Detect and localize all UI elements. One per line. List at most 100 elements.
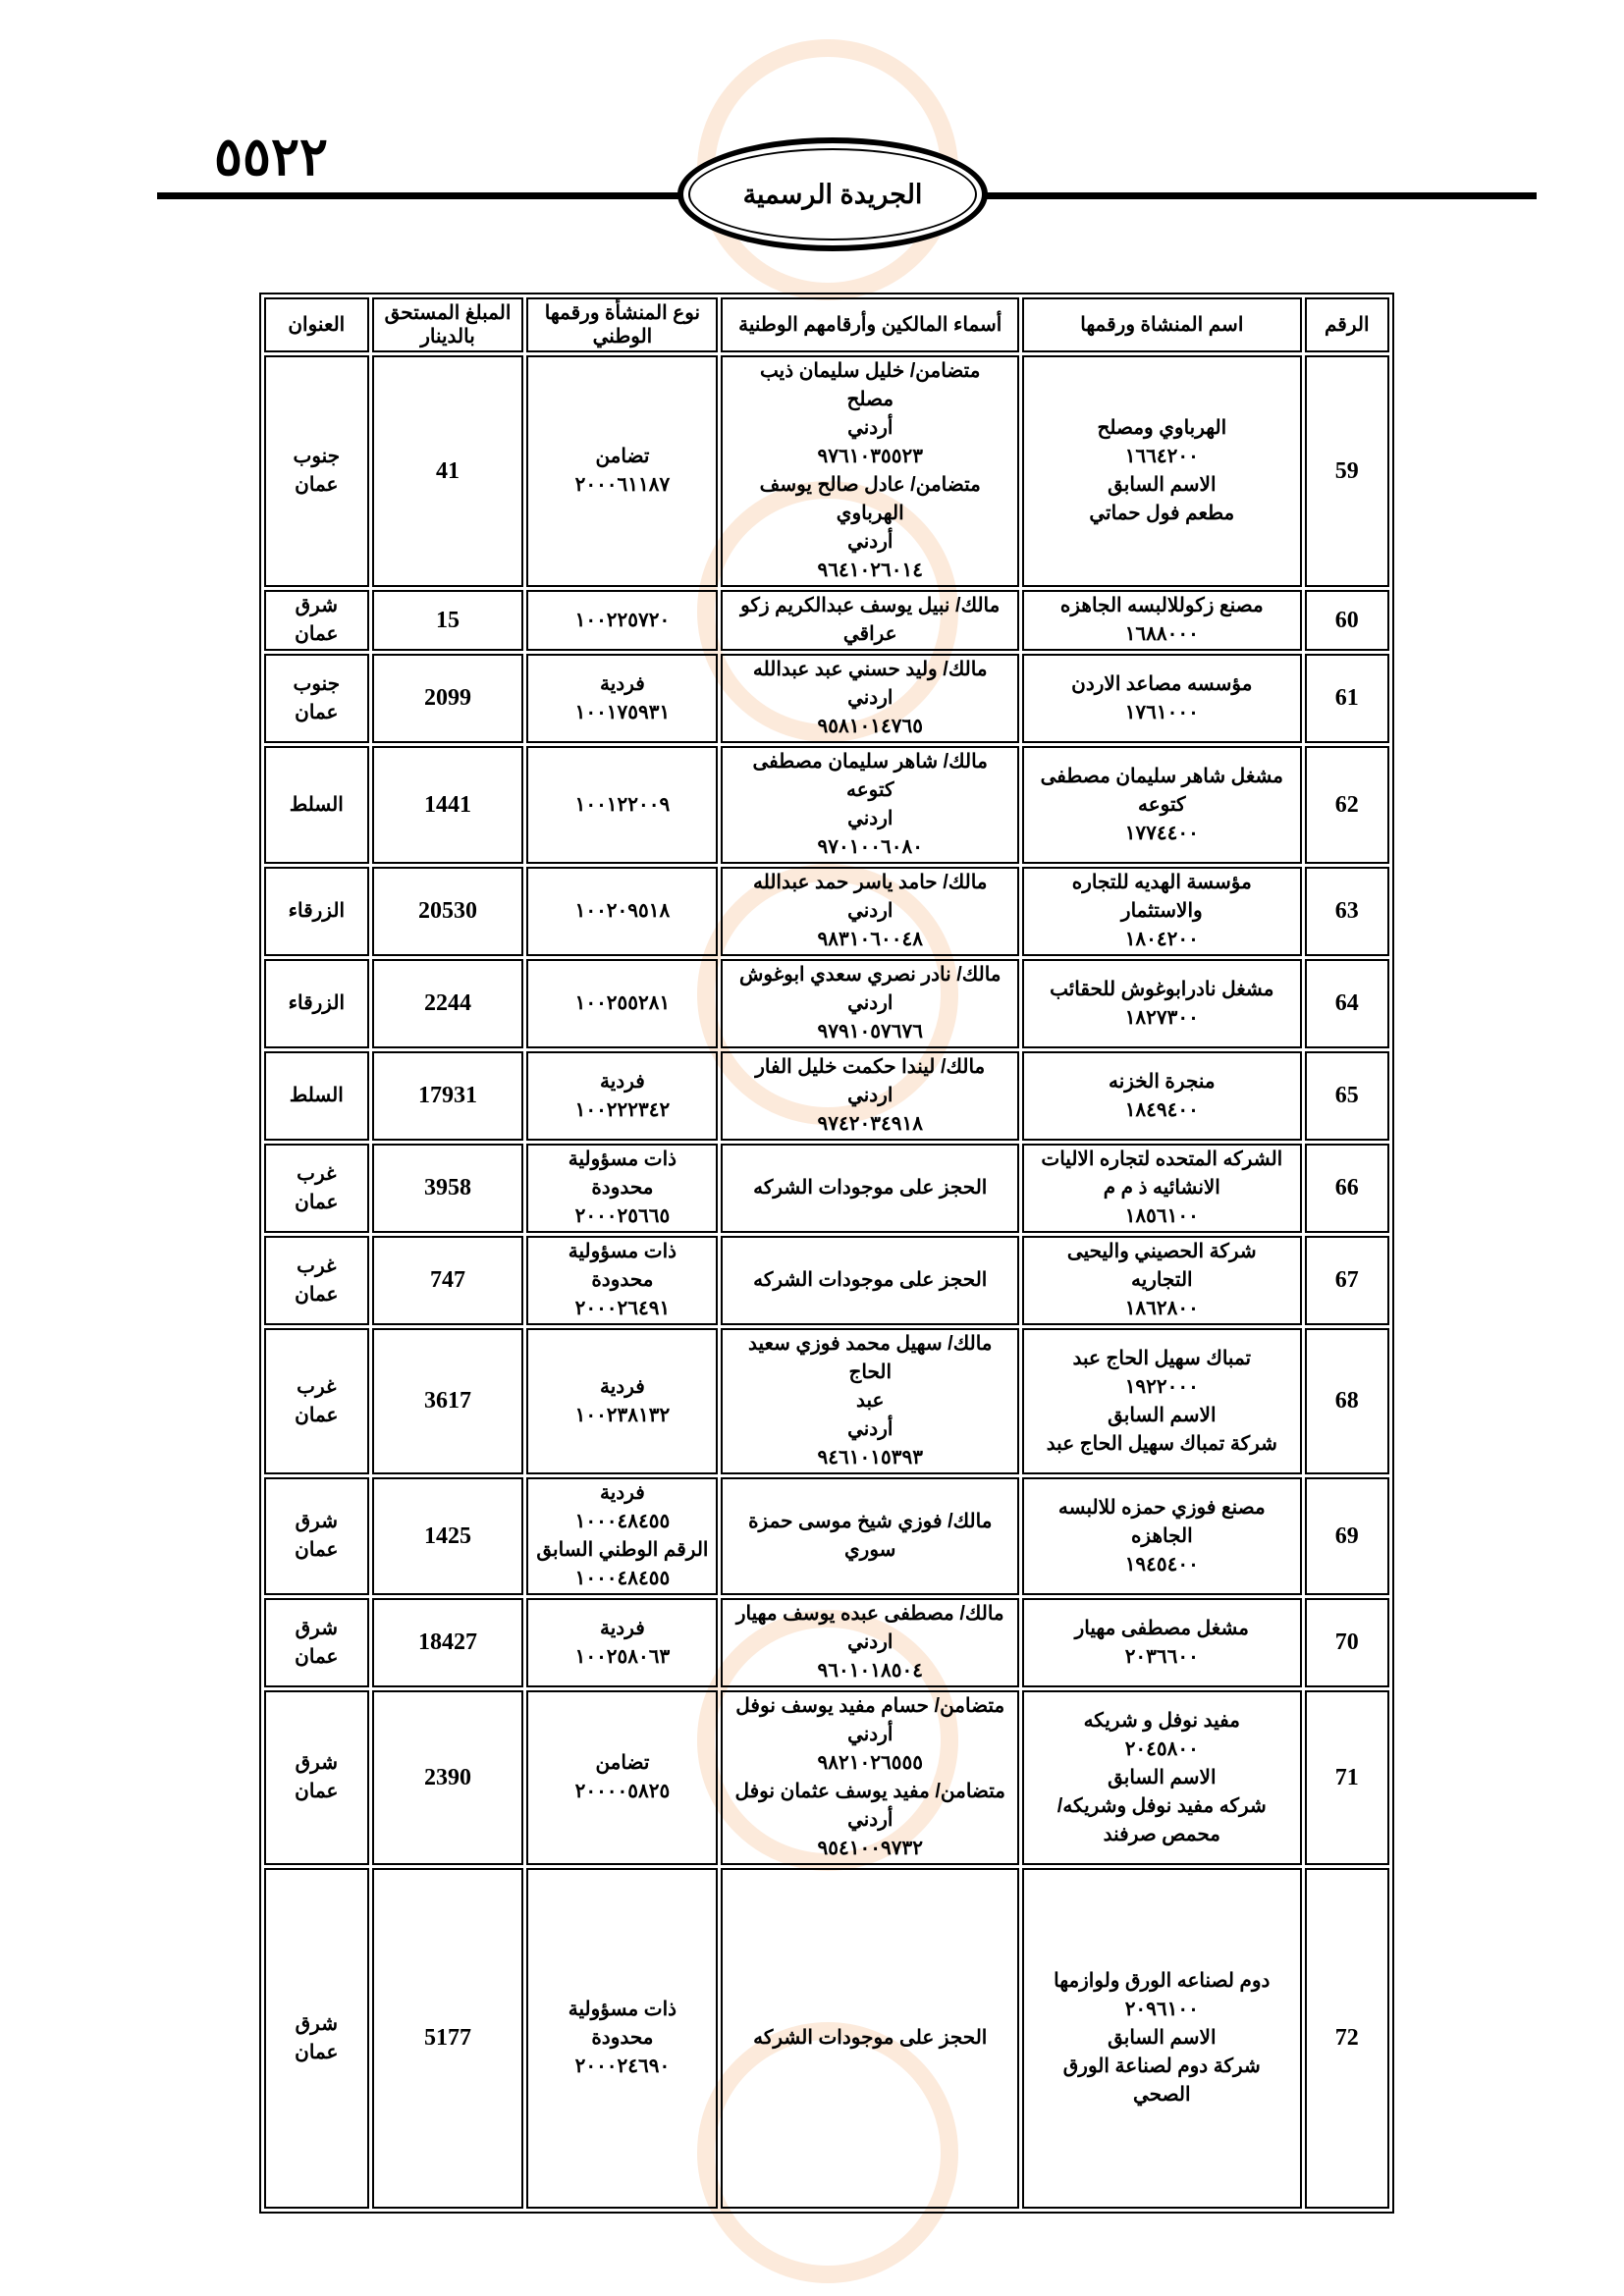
establishment-type-line: ٢٠٠٠٠٥٨٢٥: [574, 1781, 671, 1802]
establishment-name: مفيد نوفل و شريكه ٢٠٤٥٨٠٠ الاسم السابق شركه…: [1022, 1690, 1302, 1865]
row-number: 71: [1304, 1690, 1389, 1865]
address: شرق عمان: [264, 1598, 369, 1687]
table-row: 68 تمباك سهيل الحاج عبد ١٩٢٢٠٠٠ الاسم الساب…: [264, 1328, 1389, 1474]
establishment-type-line: ١٠٠٢٣٨١٣٢: [574, 1404, 671, 1426]
establishment-name-line: الانشائيه ذ م م: [1103, 1177, 1220, 1199]
row-number: 59: [1304, 355, 1389, 587]
establishment-type-line: ذات مسؤولية: [568, 1241, 677, 1262]
address-line: عمان: [295, 1191, 339, 1213]
owners-line: متضامن/ عادل صالح يوسف: [759, 474, 981, 496]
owners: مالك/ شاهر سليمان مصطفى كتوعه اردني ٩٧٠١٠٠٦…: [721, 746, 1020, 864]
owners-line: أردني: [847, 1724, 893, 1745]
table-row: 72 دوم لصناعه الورق ولوازمها ٢٠٩٦١٠٠ الاسم …: [264, 1868, 1389, 2209]
establishment-name: تمباك سهيل الحاج عبد ١٩٢٢٠٠٠ الاسم السابق ش…: [1022, 1328, 1302, 1474]
row-number: 70: [1304, 1598, 1389, 1687]
establishment-name-line: الجاهزه: [1130, 1524, 1193, 1547]
table-row: 62 مشغل شاهر سليمان مصطفى كتوعه ١٧٧٤٤٠٠ مالك…: [264, 746, 1389, 864]
amount-due: 5177: [371, 1868, 524, 2209]
establishment-name: الشركه المتحده لتجاره الاليات الانشائيه ذ…: [1022, 1144, 1302, 1233]
address: الزرقاء: [264, 959, 369, 1048]
establishment-type-line: ١٠٠١٧٥٩٣١: [574, 701, 671, 723]
owners: متضامن/ خليل سليمان ذيب مصلح أردني ٩٧٦١٠٣٥٥…: [721, 355, 1020, 587]
establishment-name: مصنع زكوللالبسه الجاهزه ١٦٨٨٠٠٠: [1022, 590, 1302, 651]
establishment-name-line: والاستثمار: [1120, 900, 1203, 922]
amount-due: 41: [371, 355, 524, 587]
establishment-name-line: مشغل شاهر سليمان مصطفى: [1040, 765, 1284, 787]
header-amount: المبلغ المستحق بالدينار: [371, 297, 524, 352]
establishment-type-line: ١٠٠١٢٢٠٠٩: [574, 793, 671, 816]
owners-line: الحجز على موجودات الشركه: [753, 2027, 988, 2049]
amount-due: 3958: [371, 1144, 524, 1233]
establishment-type: ١٠٠٢٥٥٢٨١: [526, 959, 719, 1048]
row-number: 68: [1304, 1328, 1389, 1474]
address: شرق عمان: [264, 1690, 369, 1865]
establishment-name-line: مشغل مصطفى مهيار: [1074, 1617, 1250, 1639]
establishment-name: مشغل شاهر سليمان مصطفى كتوعه ١٧٧٤٤٠٠: [1022, 746, 1302, 864]
establishment-name-line: التجاريه: [1130, 1269, 1193, 1291]
establishment-name-line: محمص صرفند: [1103, 1823, 1220, 1845]
owners-line: أردني: [847, 417, 893, 439]
owners-line: مالك/ نبيل يوسف عبدالكريم زكو: [740, 595, 1001, 616]
address-line: شرق: [295, 2012, 338, 2035]
establishment-name: دوم لصناعه الورق ولوازمها ٢٠٩٦١٠٠ الاسم ال…: [1022, 1868, 1302, 2209]
address-line: السلط: [289, 1085, 344, 1106]
row-number: 63: [1304, 867, 1389, 956]
table-row: 66 الشركه المتحده لتجاره الاليات الانشائيه…: [264, 1144, 1389, 1233]
establishment-name-line: مؤسسة الهديه للتجاره: [1071, 872, 1252, 893]
establishment-name-line: ١٨٦٢٨٠٠: [1124, 1298, 1199, 1319]
establishment-name: مصنع فوزي حمزه للالبسه الجاهزه ١٩٤٥٤٠٠: [1022, 1477, 1302, 1595]
establishment-type: ١٠٠٢٠٩٥١٨: [526, 867, 719, 956]
owners-line: كتوعه: [845, 779, 894, 801]
address-line: عمان: [295, 474, 339, 496]
table-row: 59 الهرباوي ومصلح ١٦٦٤٢٠٠ الاسم السابق مطعم …: [264, 355, 1389, 587]
page-number: ٥٥٢٢: [214, 128, 329, 187]
row-number: 66: [1304, 1144, 1389, 1233]
header-number: الرقم: [1304, 297, 1389, 352]
amount-due: 2390: [371, 1690, 524, 1865]
owners-line: متضامن/ حسام مفيد يوسف نوفل: [735, 1695, 1005, 1717]
owners-line: ٩٧٦١٠٣٥٥٢٣: [817, 446, 923, 467]
address-line: شرق: [295, 1511, 338, 1532]
owners-line: الهرباوي: [836, 503, 904, 524]
owners-line: ٩٧٠١٠٠٦٠٨٠: [817, 836, 923, 858]
establishment-name-line: الاسم السابق: [1108, 2027, 1217, 2049]
establishment-type: تضامن ٢٠٠٠٦١١٨٧: [526, 355, 719, 587]
establishment-type-line: ٢٠٠٠٦١١٨٧: [574, 474, 671, 496]
establishment-name-line: ١٨٤٩٤٠٠: [1124, 1098, 1199, 1121]
establishment-name: منجرة الخزنه ١٨٤٩٤٠٠: [1022, 1051, 1302, 1141]
row-number: 67: [1304, 1236, 1389, 1325]
establishment-type-line: ١٠٠٢٢٥٧٢٠: [574, 609, 671, 631]
owners-line: متضامن/ مفيد يوسف عثمان نوفل: [734, 1781, 1006, 1802]
owners: مالك/ فوزي شيخ موسى حمزة سوري: [721, 1477, 1020, 1595]
address: السلط: [264, 746, 369, 864]
owners-line: اردني: [847, 1631, 893, 1653]
address-line: عمان: [295, 1283, 339, 1306]
address-line: جنوب: [293, 672, 341, 695]
owners: مالك/ سهيل محمد فوزي سعيد الحاج عبد أردني ٩…: [721, 1328, 1020, 1474]
establishment-name-line: شركة تمباك سهيل الحاج عبد: [1046, 1432, 1277, 1455]
establishment-type-line: ٢٠٠٠٢٦٤٩١: [574, 1298, 671, 1319]
address: السلط: [264, 1051, 369, 1141]
table-row: 71 مفيد نوفل و شريكه ٢٠٤٥٨٠٠ الاسم السابق شر…: [264, 1690, 1389, 1865]
address-line: الزرقاء: [288, 992, 345, 1014]
owners-line: اردني: [847, 808, 893, 829]
owners-line: اردني: [847, 992, 893, 1014]
establishment-name: شركة الحصيني واليحيى التجاريه ١٨٦٢٨٠٠: [1022, 1236, 1302, 1325]
table-row: 70 مشغل مصطفى مهيار ٢٠٣٦٦٠٠ مالك/ مصطفى عبد…: [264, 1598, 1389, 1687]
establishment-type: ذات مسؤولية محدودة ٢٠٠٠٢٤٦٩٠: [526, 1868, 719, 2209]
establishment-type: فردية ١٠٠٢٢٢٣٤٢: [526, 1051, 719, 1141]
owners-line: متضامن/ خليل سليمان ذيب: [760, 360, 981, 382]
address-line: السلط: [289, 793, 344, 816]
address-line: غرب: [297, 1255, 337, 1277]
establishment-type-line: فردية: [600, 672, 645, 695]
table-header-row: الرقم اسم المنشاة ورقمها أسماء المالكين …: [264, 297, 1389, 352]
establishment-type: فردية ١٠٠٠٤٨٤٥٥ الرقم الوطني السابق ١٠٠٠٤٨٤…: [526, 1477, 719, 1595]
amount-due: 17931: [371, 1051, 524, 1141]
owners-line: اردني: [847, 1085, 893, 1106]
owners: مالك/ نبيل يوسف عبدالكريم زكو عراقي: [721, 590, 1020, 651]
establishment-type: ١٠٠٢٢٥٧٢٠: [526, 590, 719, 651]
address-line: الزرقاء: [288, 900, 345, 922]
establishment-type-line: محدودة: [591, 1269, 654, 1291]
table-row: 63 مؤسسة الهديه للتجاره والاستثمار ١٨٠٤٢٠٠ م…: [264, 867, 1389, 956]
address: غرب عمان: [264, 1236, 369, 1325]
